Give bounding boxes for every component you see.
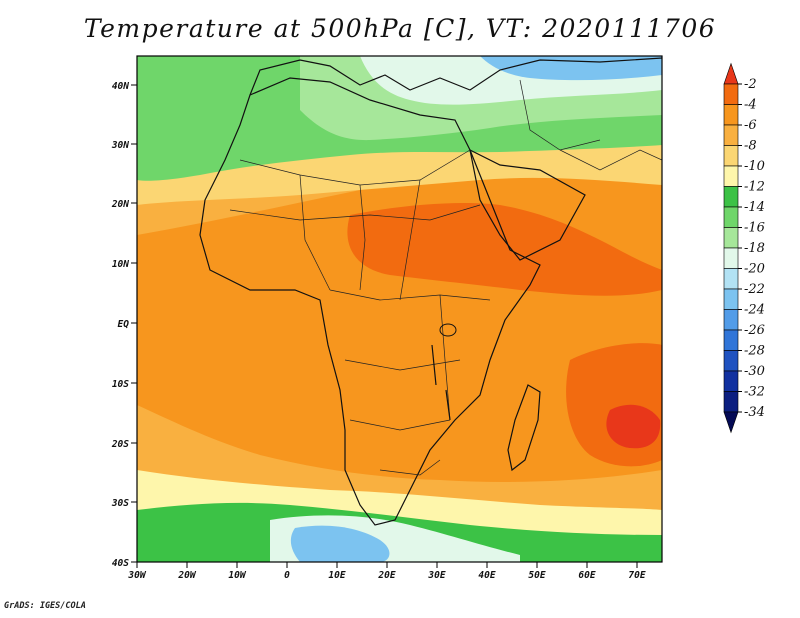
field-cool-north-blue xyxy=(480,56,662,81)
colorbar-label: -14 xyxy=(744,200,765,215)
colorbar-box xyxy=(723,186,739,208)
field-warm-hot xyxy=(347,203,662,296)
colorbar-label: -26 xyxy=(744,323,765,338)
field-red-spot xyxy=(606,404,661,449)
field-cool-south-blue xyxy=(290,525,390,562)
colorbar-box xyxy=(723,268,739,290)
lat-tick-label: 20S xyxy=(111,439,129,450)
colorbar-label: -8 xyxy=(744,139,757,154)
colorbar-label: -22 xyxy=(744,282,765,297)
colorbar-box xyxy=(723,206,739,228)
colorbar-box xyxy=(723,165,739,187)
colorbar-label: -34 xyxy=(744,405,765,420)
colorbar-label: -12 xyxy=(744,180,765,195)
lon-tick-label: 30W xyxy=(127,570,146,581)
lon-tick-label: 50E xyxy=(528,570,545,581)
colorbar-arrow-top xyxy=(723,62,739,85)
colorbar-box xyxy=(723,350,739,372)
lon-tick-label: 20W xyxy=(177,570,196,581)
colorbar-box xyxy=(723,288,739,310)
lon-tick-label: 30E xyxy=(427,570,445,581)
colorbar-labels: -2 -4 -6 -8 -10 -12 -14 -16 -18 -20 -22 -24 -26 -28 -3… xyxy=(738,77,765,420)
colorbar-label: -6 xyxy=(744,118,757,133)
middle-east-coastline xyxy=(469,148,586,261)
colorbar-box xyxy=(723,227,739,249)
country-borders xyxy=(229,79,662,476)
lake-malawi xyxy=(445,389,451,421)
lat-tick-label: 10N xyxy=(112,259,129,270)
lon-tick-label: 10W xyxy=(228,570,246,581)
colorbar-label: -2 xyxy=(744,77,757,92)
colorbar-label: -28 xyxy=(744,344,765,359)
colorbar-label: -30 xyxy=(744,364,765,379)
lon-tick-label: 10E xyxy=(328,570,345,581)
colorbar-box xyxy=(723,370,739,392)
colorbar-label: -4 xyxy=(744,98,757,113)
lon-axis: 30W 20W 10W 0 10E 20E 30E 40E 50E 60E 70… xyxy=(127,562,646,581)
colorbar-box xyxy=(723,309,739,331)
colorbar-label: -20 xyxy=(744,262,765,277)
colorbar-label: -10 xyxy=(744,159,765,174)
lat-tick-label: 30S xyxy=(111,498,129,509)
lat-tick-label: 20N xyxy=(111,199,129,210)
lake-tanganyika xyxy=(431,344,437,386)
colorbar-label: -16 xyxy=(744,221,765,236)
colorbar-arrow-bottom xyxy=(723,411,739,434)
lat-axis: 40N 30N 20N 10N EQ 10S 20S 30S 40S xyxy=(111,81,137,569)
colorbar: -2 -4 -6 -8 -10 -12 -14 -16 -18 -20 -22 -24 -26 -28 -3… xyxy=(723,62,765,434)
colorbar-box xyxy=(723,104,739,126)
credit-label: GrADS: IGES/COLA xyxy=(4,601,86,611)
lon-tick-label: 70E xyxy=(628,570,645,581)
lake-victoria xyxy=(439,323,457,337)
africa-coastline xyxy=(199,77,541,526)
colorbar-box xyxy=(723,247,739,269)
lat-tick-label: 30N xyxy=(111,140,129,151)
map-plot-area xyxy=(137,56,662,562)
lon-tick-label: 20E xyxy=(377,570,395,581)
colorbar-box xyxy=(723,124,739,146)
lon-tick-label: 0 xyxy=(284,570,290,581)
madagascar xyxy=(507,384,541,472)
lon-tick-label: 60E xyxy=(578,570,595,581)
lat-tick-label: EQ xyxy=(118,319,130,330)
colorbar-box xyxy=(723,329,739,351)
colorbar-box xyxy=(723,83,739,105)
colorbar-boxes xyxy=(723,62,739,434)
lat-tick-label: 40S xyxy=(112,558,129,569)
colorbar-label: -24 xyxy=(744,303,765,318)
colorbar-label: -18 xyxy=(744,241,765,256)
lon-tick-label: 40E xyxy=(478,570,495,581)
map-title: Temperature at 500hPa [C], VT: 202011170… xyxy=(83,14,717,43)
colorbar-label: -32 xyxy=(744,385,765,400)
europe-coastline xyxy=(249,57,662,96)
lat-tick-label: 10S xyxy=(112,379,129,390)
colorbar-box xyxy=(723,391,739,413)
plot-frame xyxy=(136,55,663,563)
lat-tick-label: 40N xyxy=(112,81,129,92)
colorbar-box xyxy=(723,145,739,167)
